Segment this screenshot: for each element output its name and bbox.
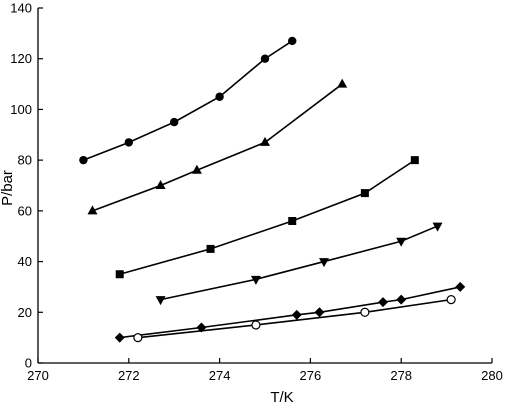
series-line <box>92 83 343 212</box>
data-point <box>124 138 133 147</box>
axes: 0 20 40 60 80 100 120 140 270 272 274 276 278 280 <box>10 1 503 384</box>
data-point <box>446 295 456 305</box>
data-point <box>170 117 179 127</box>
data-point <box>410 156 419 165</box>
series-2 <box>87 78 348 215</box>
data-point <box>215 92 224 101</box>
data-point <box>337 78 348 88</box>
data-point <box>360 307 370 317</box>
y-tick-label: 120 <box>10 51 32 66</box>
x-tick-label: 274 <box>209 368 231 383</box>
x-tick-label: 276 <box>300 368 322 383</box>
data-point <box>155 296 166 306</box>
data-point <box>191 164 202 174</box>
y-tick-label: 40 <box>18 254 32 269</box>
data-point <box>79 155 88 165</box>
data-point <box>260 54 270 63</box>
series-line <box>137 298 452 339</box>
series-line <box>160 225 438 301</box>
series-4 <box>155 222 443 306</box>
data-point <box>291 309 302 320</box>
data-point <box>314 307 325 318</box>
x-axis-label: T/K <box>270 389 293 406</box>
data-point <box>288 217 297 225</box>
series-3 <box>115 156 419 279</box>
x-tick-label: 280 <box>481 368 503 383</box>
series-6 <box>133 295 456 343</box>
data-point <box>155 180 166 189</box>
data-point <box>378 297 389 308</box>
data-point <box>319 258 330 268</box>
x-tick-label: 272 <box>118 368 140 383</box>
series-1 <box>79 36 297 165</box>
y-axis-label: P/bar <box>0 170 16 206</box>
data-point <box>133 333 143 343</box>
y-tick-label: 100 <box>10 102 32 117</box>
y-tick-label: 60 <box>18 203 32 218</box>
y-tick-label: 80 <box>18 153 32 168</box>
y-tick-label: 0 <box>25 356 32 371</box>
data-point <box>360 189 369 198</box>
x-tick-label: 270 <box>27 368 49 383</box>
data-point <box>250 275 261 285</box>
data-point <box>260 136 270 146</box>
series-group <box>79 36 466 343</box>
series-line <box>83 40 293 161</box>
data-point <box>432 222 443 232</box>
data-point <box>206 244 215 253</box>
data-point <box>455 281 466 292</box>
series-line <box>119 159 416 276</box>
data-point <box>288 36 297 46</box>
data-point <box>396 237 407 247</box>
x-tick-label: 278 <box>390 368 412 383</box>
data-point <box>114 332 125 343</box>
data-point <box>396 294 407 305</box>
data-point <box>115 270 124 279</box>
data-point <box>87 205 98 215</box>
y-tick-label: 140 <box>10 1 32 16</box>
series-line <box>119 286 461 339</box>
y-tick-label: 20 <box>18 305 32 320</box>
series-5 <box>114 281 466 343</box>
data-point <box>251 320 261 330</box>
